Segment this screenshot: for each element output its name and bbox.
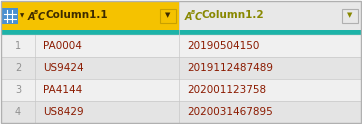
Text: ▼: ▼	[20, 13, 24, 18]
Text: C: C	[38, 12, 45, 21]
Text: US8429: US8429	[43, 107, 84, 117]
Bar	[1, 57, 361, 79]
Text: Column1.2: Column1.2	[202, 11, 265, 20]
Text: B: B	[34, 10, 38, 15]
Text: A: A	[28, 12, 35, 21]
Text: 3: 3	[15, 85, 21, 95]
Bar	[160, 9, 176, 22]
Bar	[2, 7, 18, 24]
Bar	[342, 9, 358, 22]
Bar	[1, 79, 361, 101]
Text: US9424: US9424	[43, 63, 84, 73]
Text: 2020031467895: 2020031467895	[187, 107, 273, 117]
Text: ▼: ▼	[165, 13, 171, 18]
Bar	[179, 1, 361, 30]
Bar	[179, 30, 361, 35]
Text: PA4144: PA4144	[43, 85, 82, 95]
Text: ▼: ▼	[347, 13, 353, 18]
Text: PA0004: PA0004	[43, 41, 82, 51]
Text: A: A	[185, 12, 193, 21]
Text: B: B	[191, 10, 195, 15]
Text: 20190504150: 20190504150	[187, 41, 260, 51]
Bar	[1, 30, 179, 35]
Bar	[1, 1, 179, 30]
Text: 2019112487489: 2019112487489	[187, 63, 273, 73]
Text: 202001123758: 202001123758	[187, 85, 266, 95]
Text: Column1.1: Column1.1	[45, 11, 108, 20]
Text: 1: 1	[15, 41, 21, 51]
Text: 2: 2	[15, 63, 21, 73]
Text: 4: 4	[15, 107, 21, 117]
Bar	[1, 35, 361, 57]
Bar	[1, 101, 361, 123]
Text: C: C	[195, 12, 202, 21]
